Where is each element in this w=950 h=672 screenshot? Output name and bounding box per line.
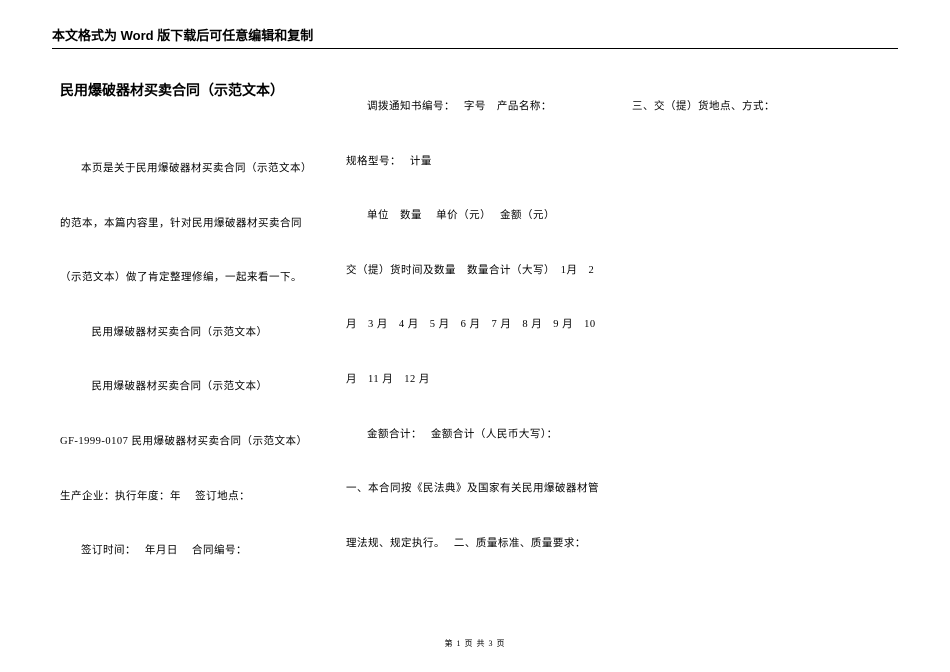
document-body: 民用爆破器材买卖合同（示范文本） 本页是关于民用爆破器材买卖合同（示范文本）的范… xyxy=(60,80,890,612)
header-band: 本文格式为 Word 版下载后可任意编辑和复制 xyxy=(52,25,898,49)
document-title: 民用爆破器材买卖合同（示范文本） xyxy=(60,80,318,100)
paragraph: 签订时间： 年月日 合同编号： xyxy=(60,524,318,579)
page-number: 第 1 页 共 3 页 xyxy=(445,639,506,648)
paragraph: 本页是关于民用爆破器材买卖合同（示范文本）的范本，本篇内容里，针对民用爆破器材买… xyxy=(60,142,318,306)
paragraph: 民用爆破器材买卖合同（示范文本） xyxy=(60,360,318,415)
paragraph: 金额合计： 金额合计（人民币大写）： xyxy=(346,408,604,463)
paragraph: 交（提）货时间及数量 数量合计（大写） 1月 2 月 3 月 4 月 5 月 6… xyxy=(346,244,604,408)
paragraph: GF-1999-0107 民用爆破器材买卖合同（示范文本） 生产企业：执行年度：… xyxy=(60,415,318,524)
paragraph: 规格型号： 计量 xyxy=(346,135,604,190)
paragraph: 民用爆破器材买卖合同（示范文本） xyxy=(60,306,318,361)
page-footer: 第 1 页 共 3 页 xyxy=(0,638,950,649)
paragraph: 调拨通知书编号： 字号 产品名称： xyxy=(346,80,604,135)
header-notice: 本文格式为 Word 版下载后可任意编辑和复制 xyxy=(52,28,313,43)
paragraph: 单位 数量 单价（元） 金额（元） xyxy=(346,189,604,244)
